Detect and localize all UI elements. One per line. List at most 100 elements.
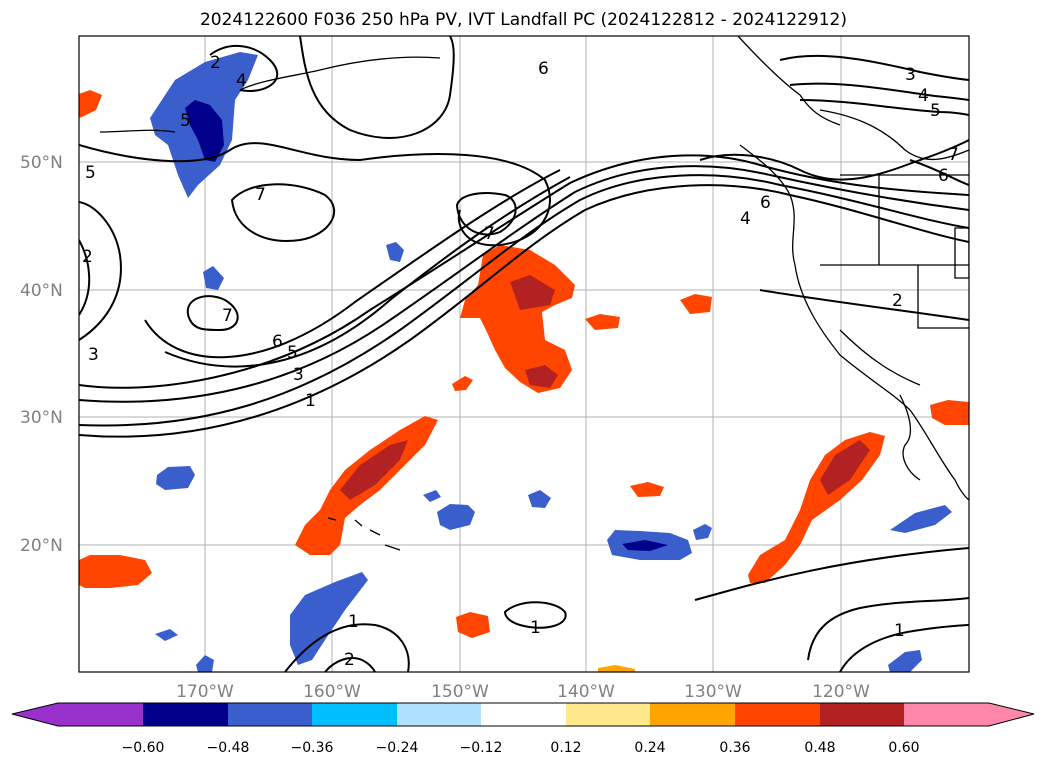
contour-label: 7	[255, 185, 266, 205]
coastline-aleutians	[239, 56, 441, 91]
contour-label: 5	[85, 163, 96, 183]
orange-fill-small-2	[585, 314, 620, 330]
pv-contour-4-ne	[789, 82, 969, 101]
red-fill-baja-plume	[820, 440, 870, 495]
pv-contour-2-se	[694, 547, 969, 601]
contour-label: 1	[894, 621, 905, 641]
lat-label-40n: 40°N	[20, 281, 63, 301]
pv-contour-2-north	[209, 44, 279, 92]
pv-contour-closed-7b	[230, 183, 336, 242]
border-state-4	[839, 329, 921, 386]
pv-contour-5	[164, 176, 571, 368]
blue-fill-south-4	[156, 466, 195, 490]
colorbar-tick-label: 0.36	[719, 740, 750, 756]
orange-fill-small-4	[452, 376, 473, 391]
colorbar-tick-label: 0.48	[804, 740, 835, 756]
blue-fill-small-1	[386, 242, 404, 262]
pv-contour-n1	[79, 142, 551, 247]
orange-fill-small-6	[598, 665, 635, 672]
colorbar-extend-min	[12, 703, 58, 726]
contour-label: 4	[236, 71, 247, 91]
pv-contour-closed-7c	[455, 192, 517, 236]
blue-fill-south-1	[290, 572, 368, 665]
pv-contour-3	[79, 165, 969, 403]
red-fill-river-core	[510, 275, 555, 310]
blue-fill-small-4	[423, 490, 441, 502]
pv-contour-2-coast	[759, 289, 969, 321]
lat-label-20n: 20°N	[20, 536, 63, 556]
coastline-alaska	[737, 36, 841, 126]
red-fill-hawaii-plume	[340, 440, 408, 500]
blue-fill-small-7	[196, 655, 214, 672]
colorbar-swatch	[228, 703, 312, 726]
colorbar-swatch	[566, 703, 650, 726]
lon-label-170w: 170°W	[176, 682, 234, 702]
pv-contour-6	[144, 169, 561, 359]
contour-label: 6	[760, 193, 771, 213]
pv-contour-5-ne	[799, 99, 969, 116]
contour-label: 5	[287, 343, 298, 363]
contour-label: 1	[530, 618, 541, 638]
pv-contour-w2	[79, 239, 91, 316]
pv-contour-1-south	[284, 623, 410, 672]
orange-fill-small-1	[680, 294, 712, 314]
colorbar-swatch	[904, 703, 989, 726]
contour-label: 4	[918, 86, 929, 106]
longitude-labels: 170°W 160°W 150°W 140°W 130°W 120°W	[176, 682, 870, 702]
border-state-5	[954, 227, 969, 279]
lon-label-140w: 140°W	[557, 682, 615, 702]
pv-contour-1-se2	[839, 624, 969, 672]
colorbar-extend-max	[989, 703, 1034, 726]
colorbar-swatch	[481, 703, 566, 726]
colorbar-swatch	[650, 703, 735, 726]
coastline-bc-border	[819, 109, 969, 161]
pv-contour-closed-1a	[503, 601, 567, 629]
lon-label-130w: 130°W	[684, 682, 742, 702]
colorbar-swatch	[820, 703, 904, 726]
blue-fill-south-3	[437, 504, 475, 530]
colorbar-swatch	[312, 703, 397, 726]
coastline-westcoast	[739, 144, 969, 501]
contour-label: 2	[344, 650, 355, 670]
positive-anomaly-fills	[79, 90, 969, 672]
contour-label: 7	[222, 306, 233, 326]
orange-fill-river-core	[460, 245, 575, 393]
lon-label-160w: 160°W	[303, 682, 361, 702]
pv-contour-w1	[79, 201, 122, 341]
contour-label: 3	[293, 365, 304, 385]
contour-label: 7	[948, 145, 959, 165]
contour-label: 3	[905, 65, 916, 85]
colorbar-swatch	[143, 703, 228, 726]
pv-contour-1	[79, 174, 969, 427]
colorbar-swatch	[735, 703, 820, 726]
map-title: 2024122600 F036 250 hPa PV, IVT Landfall…	[199, 10, 847, 30]
colorbar-outline	[11, 702, 1035, 727]
orange-fill-small-5	[630, 482, 664, 497]
contour-label: 2	[82, 247, 93, 267]
coastlines	[99, 36, 969, 551]
colorbar-tick-label: −0.12	[460, 740, 503, 756]
pv-contour-5-north	[299, 36, 455, 139]
pv-contour-closed-7a	[186, 295, 239, 332]
contour-label: 1	[348, 612, 359, 632]
colorbar: −0.60 −0.48 −0.36 −0.24 −0.12 0.12 0.24 …	[11, 702, 1035, 756]
pv-contour-3-ne	[779, 54, 969, 81]
pv-contour-4	[79, 154, 969, 389]
pv-contour-2	[79, 184, 969, 438]
colorbar-tick-label: −0.24	[376, 740, 419, 756]
contour-label: 6	[538, 59, 549, 79]
colorbar-tick-label: 0.24	[634, 740, 665, 756]
blue-fill-small-3	[528, 490, 551, 508]
colorbar-tick-label: −0.36	[291, 740, 334, 756]
contour-label: 5	[180, 111, 191, 131]
map-frame	[78, 35, 970, 673]
colorbar-tick-label: 0.12	[550, 740, 581, 756]
pv-contour-6-ne	[699, 139, 969, 181]
contour-labels: 2 4 5 6 3 4 5 7 6 6 4 7 5 2 7 7 6 5 3 1 …	[82, 53, 959, 670]
darkblue-fill-aleutian	[185, 100, 224, 162]
colorbar-swatch	[58, 703, 143, 726]
lat-label-50n: 50°N	[20, 153, 63, 173]
orange-fill-west	[79, 555, 152, 588]
latitude-labels: 50°N 40°N 30°N 20°N	[20, 153, 63, 556]
